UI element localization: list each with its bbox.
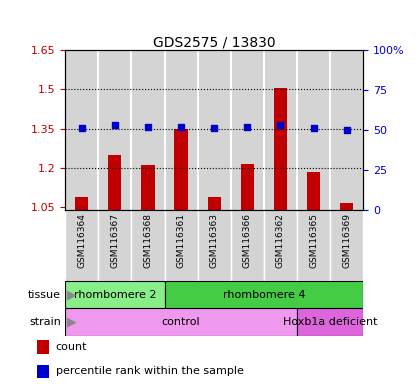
Bar [75, 197, 88, 210]
Bar [330, 50, 363, 210]
Bar [131, 50, 165, 210]
Text: Hoxb1a deficient: Hoxb1a deficient [283, 317, 378, 327]
Bar [198, 50, 231, 210]
Text: control: control [162, 317, 200, 327]
Bar [37, 365, 50, 378]
Bar [207, 197, 221, 210]
Bar [98, 50, 131, 210]
Bar [65, 281, 165, 308]
Bar [65, 50, 98, 210]
Text: GSM116363: GSM116363 [210, 213, 219, 268]
Bar [65, 308, 297, 336]
Point [178, 124, 184, 130]
Bar [307, 172, 320, 210]
Bar [65, 50, 98, 210]
Point [344, 127, 350, 133]
Point [277, 122, 284, 128]
Text: ▶: ▶ [67, 288, 77, 301]
Bar [340, 203, 353, 210]
Bar [174, 129, 188, 210]
Text: GSM116366: GSM116366 [243, 213, 252, 268]
Point [211, 125, 218, 131]
Bar [98, 50, 131, 210]
Bar [141, 165, 155, 210]
Point [310, 125, 317, 131]
Text: count: count [56, 342, 87, 352]
Text: GSM116369: GSM116369 [342, 213, 351, 268]
Bar [165, 281, 363, 308]
Bar [131, 50, 165, 210]
Bar [330, 50, 363, 210]
Text: GSM116368: GSM116368 [144, 213, 152, 268]
Text: tissue: tissue [28, 290, 61, 300]
Text: percentile rank within the sample: percentile rank within the sample [56, 366, 244, 376]
Text: strain: strain [29, 317, 61, 327]
Point [144, 124, 151, 130]
Text: GSM116365: GSM116365 [309, 213, 318, 268]
Text: rhombomere 4: rhombomere 4 [223, 290, 305, 300]
Title: GDS2575 / 13830: GDS2575 / 13830 [153, 35, 276, 49]
Bar [165, 50, 198, 210]
Bar [241, 164, 254, 210]
Bar [330, 210, 363, 281]
Bar [165, 210, 198, 281]
Bar [98, 210, 131, 281]
Bar [198, 50, 231, 210]
Bar [231, 210, 264, 281]
Bar [131, 210, 165, 281]
Text: GSM116362: GSM116362 [276, 213, 285, 268]
Bar [297, 210, 330, 281]
Bar [297, 308, 363, 336]
Bar [37, 341, 50, 354]
Bar [264, 50, 297, 210]
Text: GSM116367: GSM116367 [110, 213, 119, 268]
Point [78, 125, 85, 131]
Point [244, 124, 251, 130]
Bar [264, 50, 297, 210]
Text: rhombomere 2: rhombomere 2 [74, 290, 156, 300]
Bar [198, 210, 231, 281]
Point [111, 122, 118, 128]
Bar [264, 210, 297, 281]
Bar [297, 50, 330, 210]
Bar [231, 50, 264, 210]
Text: ▶: ▶ [67, 316, 77, 329]
Bar [231, 50, 264, 210]
Bar [274, 88, 287, 210]
Bar [108, 155, 121, 210]
Bar [297, 50, 330, 210]
Text: GSM116364: GSM116364 [77, 213, 86, 268]
Bar [165, 50, 198, 210]
Text: GSM116361: GSM116361 [176, 213, 186, 268]
Bar [65, 210, 98, 281]
